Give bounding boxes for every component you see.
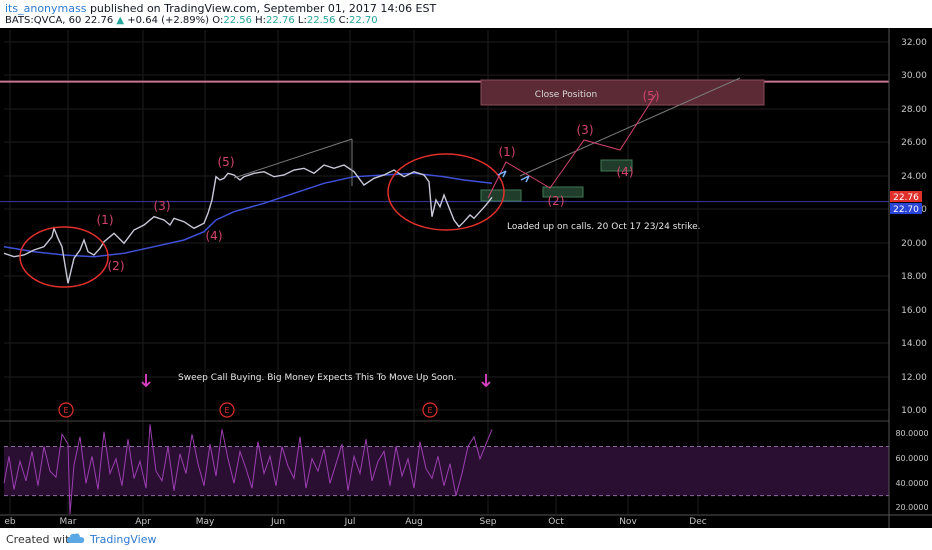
change-value: +0.64 (+2.89%) bbox=[127, 15, 210, 26]
grid-lines bbox=[0, 30, 889, 514]
wave-label: (2) bbox=[548, 194, 565, 208]
target-zone bbox=[600, 159, 633, 172]
ohlc-line: BATS:QVCA, 60 22.76 ▲ +0.64 (+2.89%) O:2… bbox=[5, 15, 378, 26]
low-value: 22.56 bbox=[306, 15, 336, 26]
price-tick-label: 24.00 bbox=[901, 172, 927, 182]
earnings-marker-label: E bbox=[63, 406, 68, 415]
publish-line: its_anonymass published on TradingView.c… bbox=[5, 2, 436, 15]
price-tick-label: 26.00 bbox=[901, 138, 927, 148]
annotation-ellipse bbox=[19, 226, 109, 288]
created-with-text: Created with bbox=[6, 533, 77, 546]
earnings-marker bbox=[58, 402, 74, 418]
earnings-marker bbox=[219, 402, 235, 418]
time-tick-label: eb bbox=[4, 517, 16, 527]
last-price-tag bbox=[890, 191, 922, 202]
rsi-line bbox=[3, 424, 493, 515]
target-arrow-icon bbox=[520, 175, 530, 183]
time-tick-label: Jul bbox=[344, 517, 356, 527]
wave-label: (1) bbox=[97, 213, 114, 227]
high-value: 22.76 bbox=[266, 15, 295, 26]
sweep-arrow-icon bbox=[481, 374, 491, 388]
rsi-tick-label: 40.0000 bbox=[895, 479, 928, 488]
time-tick-label: Mar bbox=[60, 517, 77, 527]
chart-footer: Created with TradingView bbox=[0, 528, 932, 550]
time-tick-label: Apr bbox=[135, 517, 151, 527]
price-tick-label: 30.00 bbox=[901, 71, 927, 81]
wave-label: (5) bbox=[643, 89, 660, 103]
sweep-arrow-icon bbox=[141, 374, 151, 388]
rsi-tick-label: 80.0000 bbox=[895, 429, 928, 438]
wave-path bbox=[487, 93, 657, 199]
drawing-zones: Close Position bbox=[0, 79, 889, 203]
price-tick-label: 20.00 bbox=[901, 239, 927, 249]
target-zone bbox=[542, 186, 584, 198]
time-tick-label: Sep bbox=[480, 517, 497, 527]
rsi-tick-label: 60.0000 bbox=[895, 454, 928, 463]
price-tick-label: 28.00 bbox=[901, 105, 927, 115]
low-label: L: bbox=[297, 15, 307, 26]
close-label: C: bbox=[338, 15, 350, 26]
wave-label: (4) bbox=[617, 165, 634, 179]
earnings-marker bbox=[422, 402, 438, 418]
ma-line bbox=[3, 172, 493, 258]
time-tick-label: May bbox=[196, 517, 215, 527]
chart-background bbox=[0, 28, 932, 528]
price-tick-label: 12.00 bbox=[901, 373, 927, 383]
close-position-box bbox=[480, 79, 765, 106]
target-zone bbox=[480, 189, 522, 202]
close-price-tag-label: 22.70 bbox=[893, 205, 919, 215]
close-position-label: Close Position bbox=[535, 90, 597, 100]
projection-line bbox=[519, 77, 741, 177]
wave-label: (4) bbox=[206, 229, 223, 243]
time-tick-label: Dec bbox=[689, 517, 706, 527]
close-value: 22.70 bbox=[349, 15, 378, 26]
annotation-ellipse bbox=[387, 153, 505, 231]
price-tick-label: 18.00 bbox=[901, 272, 927, 282]
close-price-tag bbox=[890, 203, 922, 214]
time-tick-label: Aug bbox=[405, 517, 423, 527]
time-axis[interactable]: eb Mar Apr May Jun Jul Aug Sep Oct Nov Dec bbox=[0, 514, 932, 527]
time-tick-label: Jun bbox=[270, 517, 285, 527]
price-pane bbox=[3, 164, 493, 284]
price-line bbox=[3, 164, 493, 284]
last-price: 22.76 bbox=[84, 15, 114, 26]
wave-label: (2) bbox=[108, 259, 125, 273]
published-text: published on TradingView.com, September … bbox=[89, 2, 437, 15]
price-tick-label: 32.00 bbox=[901, 38, 927, 48]
annotations-layer: (1) (2) (3) (4) (5) (1) (2) (3) (4) (5) Loaded up … bbox=[19, 77, 741, 418]
rsi-pane bbox=[3, 424, 889, 515]
price-axis[interactable]: 32.0030.0028.0026.0024.0022.0020.0018.00… bbox=[888, 28, 929, 528]
time-tick-label: Nov bbox=[619, 517, 637, 527]
chart-header: its_anonymass published on TradingView.c… bbox=[0, 0, 932, 28]
earnings-marker-label: E bbox=[224, 406, 229, 415]
time-tick-label: Oct bbox=[548, 517, 564, 527]
price-chart[interactable]: Close Position (1)(2)(3)(4)(5)(1)(2)(3)(… bbox=[0, 28, 932, 528]
wave-label: (3) bbox=[154, 199, 171, 213]
price-tick-label: 14.00 bbox=[901, 339, 927, 349]
change-up-icon: ▲ bbox=[116, 15, 125, 26]
symbol-label: BATS:QVCA, 60 bbox=[5, 15, 82, 26]
trend-line bbox=[233, 138, 353, 179]
wave-label: (3) bbox=[577, 123, 594, 137]
sweep-note: Sweep Call Buying. Big Money Expects Thi… bbox=[178, 373, 457, 383]
wave-label: (5) bbox=[218, 155, 235, 169]
tradingview-brand-link[interactable]: TradingView bbox=[90, 533, 157, 546]
price-tick-label: 16.00 bbox=[901, 306, 927, 316]
wave-label: (1) bbox=[499, 145, 516, 159]
calls-note: Loaded up on calls. 20 Oct 17 23/24 stri… bbox=[507, 222, 700, 232]
open-value: 22.56 bbox=[223, 15, 252, 26]
price-tick-label: 10.00 bbox=[901, 406, 927, 416]
rsi-tick-label: 20.0000 bbox=[895, 503, 928, 512]
target-arrow-icon bbox=[497, 170, 507, 178]
open-label: O: bbox=[212, 15, 224, 26]
rsi-band-fill bbox=[4, 446, 889, 496]
author-link[interactable]: its_anonymass bbox=[5, 2, 87, 15]
earnings-marker-label: E bbox=[427, 406, 432, 415]
last-price-tag-label: 22.76 bbox=[893, 193, 919, 203]
tradingview-cloud-icon bbox=[67, 533, 85, 543]
high-label: H: bbox=[255, 15, 267, 26]
